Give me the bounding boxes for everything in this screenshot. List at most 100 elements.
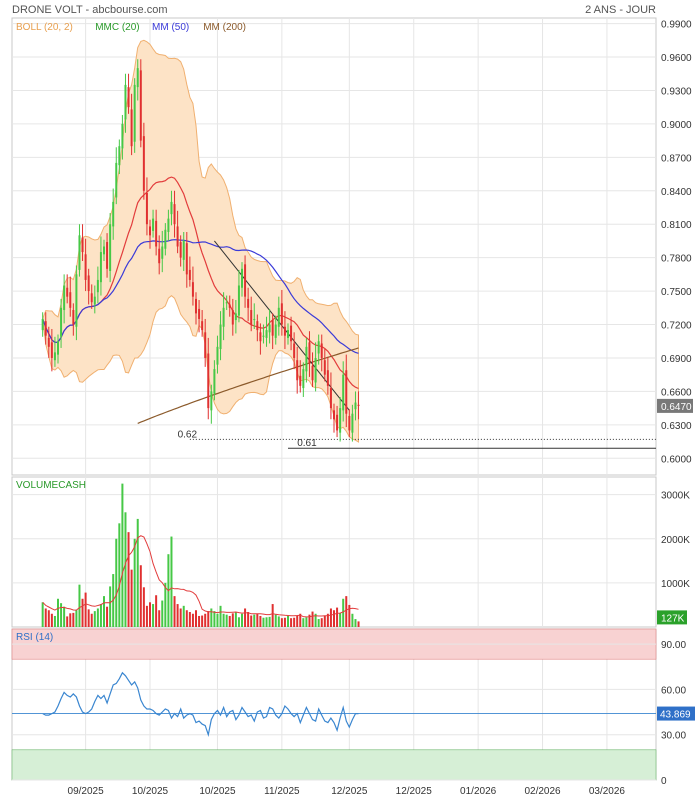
candle-body: [216, 346, 219, 365]
volume-bar: [336, 607, 339, 627]
candle-body: [250, 310, 253, 325]
candle-body: [142, 136, 145, 191]
candle-body: [136, 68, 139, 88]
volume-bar: [308, 614, 311, 627]
price-tick-label: 0.9000: [661, 120, 692, 131]
candle-body: [201, 321, 204, 331]
candle-body: [118, 146, 121, 166]
x-tick-label: 09/2025: [68, 786, 105, 797]
candle-body: [103, 246, 105, 255]
candle-body: [75, 274, 78, 327]
candle: [320, 334, 323, 372]
price-tick-label: 0.6300: [661, 421, 692, 432]
volume-bar: [152, 604, 155, 627]
candle: [333, 403, 335, 433]
volume-bar: [191, 613, 194, 627]
candle: [87, 268, 90, 305]
candle: [139, 59, 142, 148]
candle-body: [139, 70, 142, 141]
candle-body: [336, 414, 339, 431]
candle: [351, 404, 354, 442]
candle-body: [262, 335, 265, 337]
candle: [47, 326, 50, 358]
candle-body: [47, 337, 50, 347]
bollinger-bands: [42, 39, 359, 443]
candle: [290, 316, 293, 351]
candle: [207, 337, 210, 420]
candle: [121, 114, 124, 160]
volume-bar: [234, 612, 237, 627]
rsi-axis-ticks: 90.00 60.00 30.00 0 43.869: [657, 640, 695, 787]
candle: [198, 300, 201, 333]
volume-bar: [256, 613, 259, 627]
candle-body: [329, 388, 332, 409]
candle: [57, 334, 59, 364]
candle-body: [84, 254, 87, 280]
candle-body: [259, 332, 262, 342]
price-tick-label: 0.6000: [661, 454, 692, 465]
candle-body: [90, 293, 93, 303]
volume-bar: [182, 605, 185, 627]
rsi-legend: RSI (14): [16, 632, 53, 643]
candle-body: [50, 342, 53, 358]
volume-bar: [139, 565, 142, 627]
candle-body: [158, 248, 161, 264]
volume-bar: [99, 604, 102, 627]
candle-body: [317, 341, 320, 354]
candlesticks: [41, 59, 360, 442]
candle: [268, 308, 271, 344]
candle: [265, 316, 268, 347]
volume-bar: [333, 610, 335, 627]
price-frame: [11, 17, 657, 476]
volume-bar: [342, 598, 345, 627]
volume-bar: [287, 615, 289, 627]
last-price-value: 0.6470: [661, 402, 692, 413]
candle: [308, 331, 311, 377]
volume-bar: [170, 536, 173, 627]
candle: [188, 256, 191, 287]
candle-body: [195, 298, 197, 314]
candle: [161, 230, 164, 273]
candle-body: [237, 285, 240, 316]
volume-bar: [185, 610, 188, 627]
candle: [241, 262, 243, 297]
volume-bar: [63, 606, 66, 627]
volume-legend: VOLUMECASH: [16, 480, 86, 491]
candle: [53, 336, 56, 367]
candle: [99, 236, 102, 296]
candle-body: [66, 287, 69, 297]
volume-panel: 3000K 2000K 1000K 127K VOLUMECASH: [11, 476, 690, 628]
moving-averages: 0.62 0.61: [42, 176, 656, 449]
price-tick-label: 0.8100: [661, 220, 692, 231]
candle-body: [228, 304, 231, 308]
volume-bar: [93, 611, 96, 627]
candle-body: [182, 240, 185, 260]
candle: [167, 209, 170, 241]
candle-body: [351, 413, 354, 433]
candle-body: [176, 226, 179, 247]
candle: [182, 232, 185, 272]
volume-frame: [11, 476, 657, 628]
candle-body: [87, 275, 90, 292]
volume-bar: [314, 613, 317, 627]
candle: [271, 313, 274, 350]
candle: [75, 265, 78, 341]
rsi-tick-label: 30.00: [661, 731, 686, 742]
volume-bar: [84, 592, 87, 627]
candle: [179, 235, 182, 267]
candle: [326, 356, 329, 395]
candle-body: [342, 374, 345, 411]
rsi-legend-item: RSI (14): [16, 632, 53, 643]
rsi-grid: [11, 628, 657, 781]
rsi-line: [12, 671, 656, 738]
candle-body: [81, 237, 84, 253]
candle: [231, 298, 234, 336]
candle: [256, 314, 259, 342]
candle: [354, 391, 357, 421]
candle-body: [72, 310, 75, 325]
candle: [237, 269, 240, 323]
candle-body: [152, 218, 155, 231]
volume-bar: [207, 611, 210, 627]
price-tick-label: 0.7800: [661, 254, 692, 265]
